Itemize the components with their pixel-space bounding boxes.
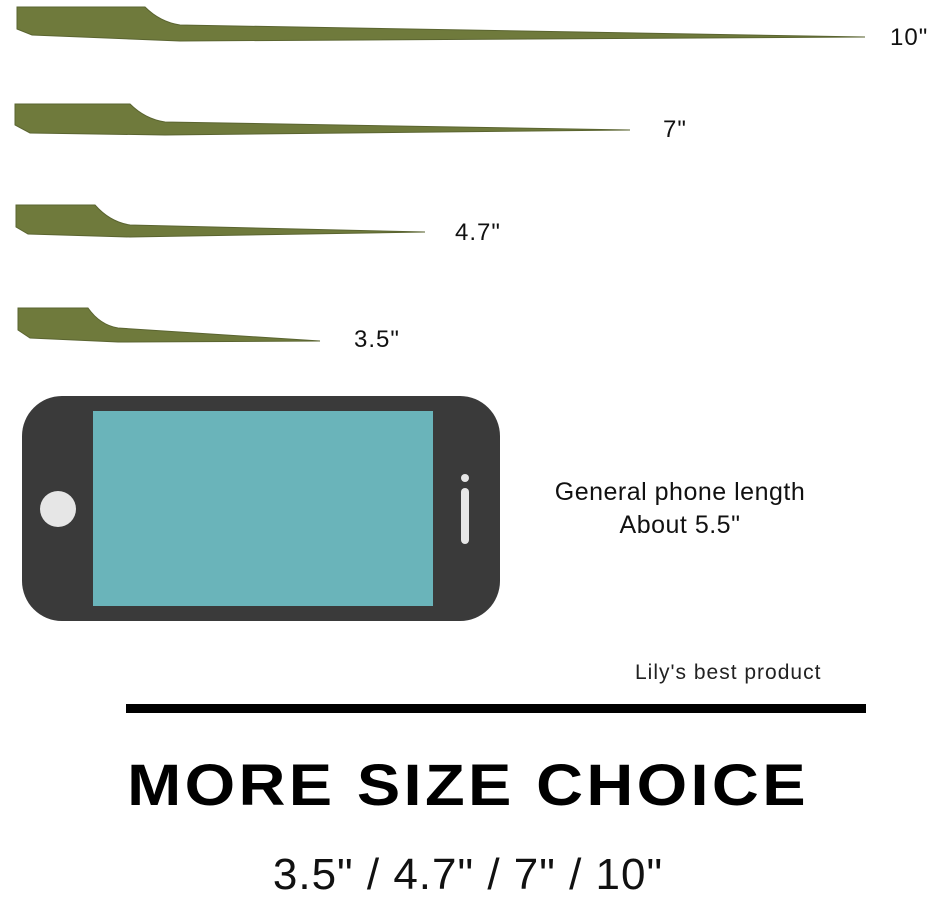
size-label-10: 10" bbox=[890, 24, 929, 51]
size-label-4-7: 4.7" bbox=[455, 219, 501, 246]
skewer-10in bbox=[16, 6, 866, 42]
skewer-7in bbox=[14, 103, 631, 136]
phone-caption-line1: General phone length bbox=[554, 478, 806, 506]
phone-caption-line2: About 5.5" bbox=[619, 511, 741, 539]
brand-text: Lily's best product bbox=[635, 661, 822, 684]
skewer-4-7in bbox=[15, 204, 426, 238]
size-list: 3.5" / 4.7" / 7" / 10" bbox=[272, 850, 664, 899]
headline: MORE SIZE CHOICE bbox=[127, 753, 809, 818]
phone-caption: General phone length About 5.5" bbox=[500, 476, 860, 542]
divider bbox=[126, 704, 866, 713]
size-label-3-5: 3.5" bbox=[354, 326, 400, 353]
phone-icon bbox=[22, 396, 500, 621]
size-label-7: 7" bbox=[663, 116, 687, 143]
skewer-3-5in bbox=[17, 307, 321, 343]
